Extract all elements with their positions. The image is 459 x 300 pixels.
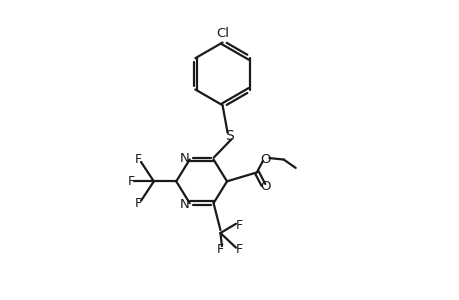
Text: F: F <box>127 175 134 188</box>
Text: O: O <box>260 180 270 193</box>
Text: F: F <box>216 243 224 256</box>
Text: S: S <box>225 129 234 143</box>
Text: O: O <box>260 153 270 166</box>
Text: N: N <box>179 152 189 165</box>
Text: F: F <box>134 197 141 210</box>
Text: F: F <box>235 243 242 256</box>
Text: F: F <box>134 153 141 166</box>
Text: Cl: Cl <box>216 27 229 40</box>
Text: N: N <box>179 198 189 211</box>
Text: F: F <box>235 219 242 232</box>
